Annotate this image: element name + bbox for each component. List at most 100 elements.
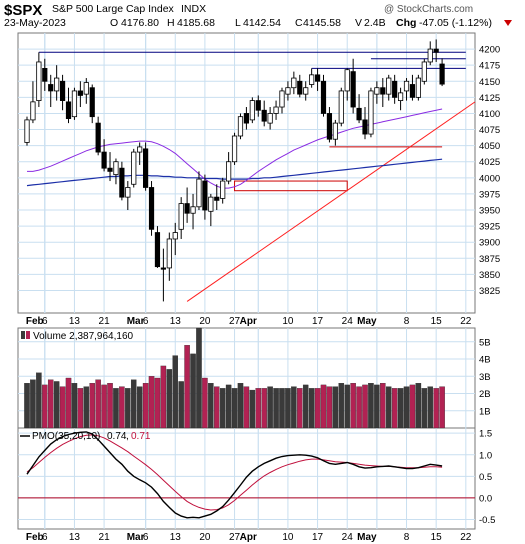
volume-bar-down xyxy=(148,376,155,429)
candlestick xyxy=(196,171,202,211)
candlestick xyxy=(54,65,60,101)
x-tick-label-day: 6 xyxy=(143,316,149,327)
candle-body-down xyxy=(142,148,149,188)
volume-label: V xyxy=(355,17,362,29)
candle-body-up xyxy=(208,196,214,212)
price-y-tick-label: 4075 xyxy=(479,125,500,136)
candle-body-up xyxy=(226,161,232,182)
volume-legend-swatch-down xyxy=(26,331,30,339)
candle-body-up xyxy=(309,74,315,85)
volume-bar-up xyxy=(291,386,297,429)
candle-body-up xyxy=(231,135,238,163)
candlestick xyxy=(65,87,72,124)
volume-bar-down xyxy=(314,388,321,429)
candlestick xyxy=(95,116,101,156)
x-tick-label-day: 22 xyxy=(460,316,472,327)
candlestick xyxy=(190,193,196,230)
candle-body-up xyxy=(137,146,143,153)
candlestick xyxy=(415,74,421,101)
candlestick xyxy=(362,107,368,140)
candle-body-up xyxy=(36,61,42,101)
candlestick xyxy=(131,148,137,188)
volume-bar-down xyxy=(391,388,398,429)
candlestick xyxy=(154,226,161,268)
moving-average-slow-line xyxy=(26,158,443,187)
candle-body-up xyxy=(83,82,89,95)
candle-body-down xyxy=(326,113,333,140)
x-tick-label-day: 17 xyxy=(312,532,324,543)
candle-body-down xyxy=(261,109,267,122)
volume-y-tick-label: 5B xyxy=(479,337,491,348)
volume-bar-up xyxy=(36,372,42,429)
candlestick xyxy=(392,74,398,104)
candlestick xyxy=(350,58,356,114)
candlestick xyxy=(386,74,392,101)
x-tick-label-month: Feb xyxy=(26,316,44,327)
candlestick xyxy=(166,232,172,281)
change-label: Chg xyxy=(396,17,416,29)
volume-bar-down xyxy=(77,388,84,429)
price-y-tick-label: 3900 xyxy=(479,238,500,249)
candlestick xyxy=(77,81,83,108)
candle-body-down xyxy=(184,203,190,214)
candlestick xyxy=(433,39,439,62)
volume-bar-up xyxy=(385,386,392,429)
candlestick xyxy=(421,58,427,85)
close-value: 4145.58 xyxy=(303,17,341,29)
candle-body-up xyxy=(30,101,36,121)
volume-bar-down xyxy=(433,388,439,429)
volume-bar-up xyxy=(196,327,202,429)
pmo-y-tick-label: 0.5 xyxy=(479,472,492,483)
candle-body-down xyxy=(439,63,445,85)
volume-bar-down xyxy=(59,386,66,429)
volume-plot xyxy=(24,327,445,429)
candle-body-down xyxy=(42,68,48,82)
pmo-panel-label: PMO(35,20,10) xyxy=(32,431,100,442)
candle-body-down xyxy=(362,119,368,135)
x-tick-label-month: Apr xyxy=(240,316,257,327)
x-tick-label-day: 13 xyxy=(170,316,182,327)
volume-bar-up xyxy=(415,383,422,429)
volume-bar-down xyxy=(362,384,368,429)
volume-bar-up xyxy=(166,369,173,429)
candlestick xyxy=(202,174,208,220)
volume-bar-down xyxy=(160,365,167,429)
high-value: 4185.68 xyxy=(177,17,215,29)
candlestick xyxy=(243,107,250,130)
candle-body-up xyxy=(344,69,350,92)
x-tick-label-day: 15 xyxy=(431,316,443,327)
volume-y-tick-label: 1B xyxy=(479,406,491,417)
candlestick xyxy=(119,161,125,201)
volume-bar-down xyxy=(261,388,267,429)
candle-body-down xyxy=(243,113,250,124)
x-tick-label-day: 24 xyxy=(342,532,354,543)
candle-body-up xyxy=(303,87,309,95)
candlestick xyxy=(142,142,149,191)
price-y-tick-label: 4125 xyxy=(479,93,500,104)
x-tick-label-day: 6 xyxy=(42,532,48,543)
x-tick-label-day: 20 xyxy=(199,316,211,327)
volume-bar-up xyxy=(178,381,184,429)
volume-bar-down xyxy=(101,384,107,429)
candle-body-up xyxy=(273,106,279,114)
candle-body-up xyxy=(279,90,285,108)
candle-body-up xyxy=(196,178,202,208)
price-y-tick-label: 4050 xyxy=(479,141,500,152)
candle-body-up xyxy=(386,77,392,95)
change-value: -47.05 (-1.12%) xyxy=(419,17,492,29)
candlestick xyxy=(356,94,362,124)
candlestick xyxy=(178,197,184,239)
candle-body-up xyxy=(54,77,60,92)
candlestick xyxy=(30,81,36,124)
price-y-tick-label: 3975 xyxy=(479,189,500,200)
volume-bar-up xyxy=(83,386,90,429)
candle-body-up xyxy=(190,206,196,214)
volume-bar-down xyxy=(154,377,161,429)
candle-body-down xyxy=(77,90,83,96)
candle-body-up xyxy=(368,90,374,135)
candlestick xyxy=(439,58,445,87)
volume-bar-up xyxy=(24,383,30,429)
candlestick xyxy=(71,87,78,120)
x-tick-label-day: 17 xyxy=(312,316,324,327)
low-label: L xyxy=(235,17,241,29)
